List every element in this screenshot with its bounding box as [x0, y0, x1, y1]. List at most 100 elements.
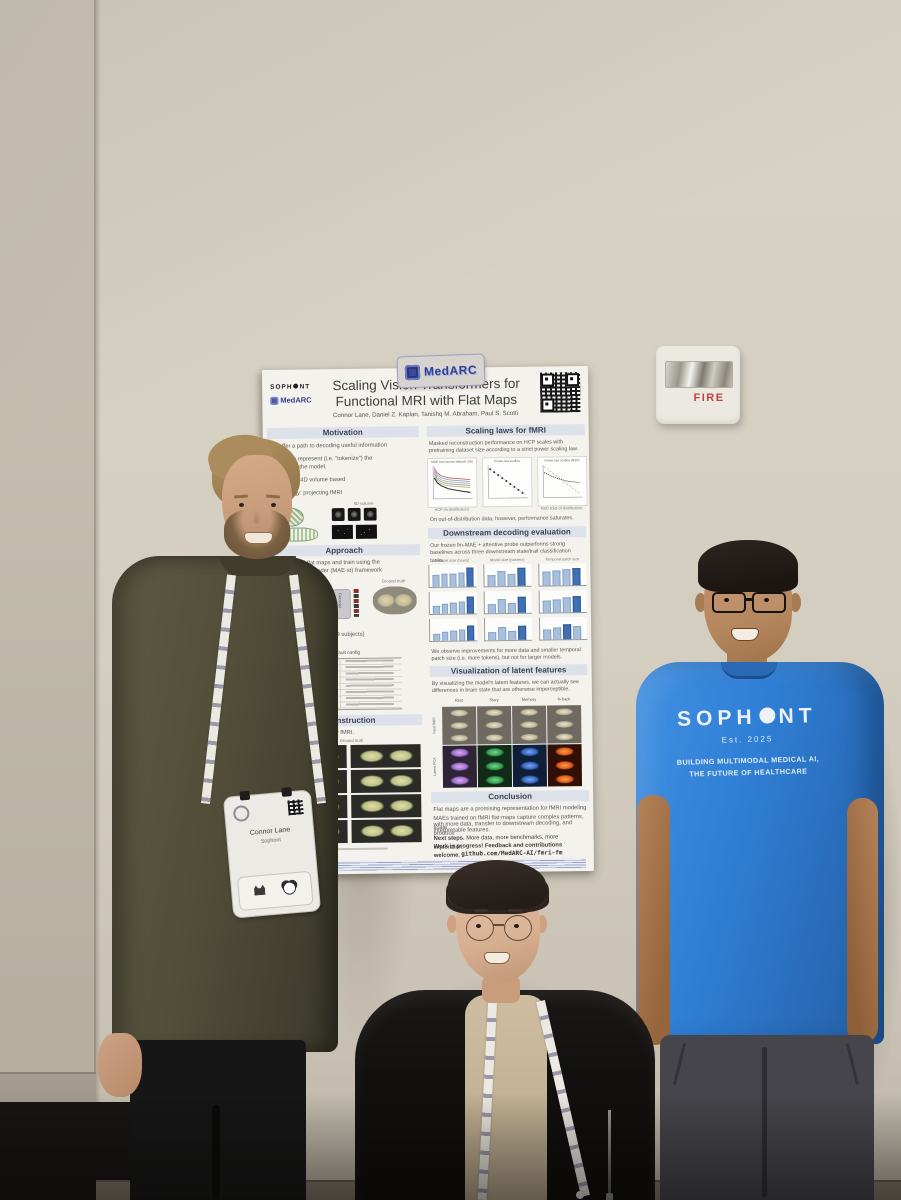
person-middle-smile	[484, 952, 510, 964]
medarc-sticker-brain-icon	[404, 364, 421, 380]
slice-thumb	[355, 524, 377, 539]
scaling-chart3-plot	[542, 464, 583, 498]
bar	[552, 599, 561, 613]
scaling-chart-power-law: Power law scaling	[482, 456, 533, 508]
glasses-bridge	[493, 924, 504, 926]
flatmap-recon-cell	[351, 819, 422, 843]
bar-chart	[428, 564, 477, 588]
glasses-lens-left	[712, 592, 746, 613]
bar	[441, 631, 449, 641]
bar	[507, 602, 516, 614]
person-right-shirt-print: SOPH NT Est. 2025 BUILDING MULTIMODAL MED…	[649, 703, 846, 779]
downstream-group1-label: Dataset size (hours)	[435, 558, 470, 563]
shirt-brand-suffix: NT	[778, 704, 817, 729]
person-right-forearm-right	[847, 798, 878, 1043]
latent-grid-corner	[432, 698, 441, 706]
downstream-bar-grid	[428, 563, 588, 642]
bar-chart	[428, 618, 478, 642]
latent-cell-pca-story	[477, 744, 513, 788]
bar	[432, 605, 440, 614]
config-table-col2-text	[345, 659, 395, 709]
scaling-caption-right: NSD (Out-of-distribution)	[540, 506, 583, 511]
bar	[542, 571, 551, 586]
glasses-lens-right	[504, 915, 532, 941]
downstream-group3-label: Temporal patch size	[545, 557, 580, 562]
bar-chart	[538, 563, 587, 587]
bar	[572, 596, 581, 613]
shirt-est-line: Est. 2025	[721, 734, 774, 745]
latent-cell-pca-rest	[442, 745, 478, 788]
qr-finder-bl	[541, 398, 555, 412]
pants-pocket-line	[672, 1043, 687, 1085]
poster-medarc-label: MedARC	[280, 395, 312, 405]
bar	[466, 567, 474, 587]
flatmap-recon-cell	[351, 794, 422, 818]
scaling-chart3-title: Power law scaling (NSD)	[544, 458, 580, 463]
scaling-chart2-plot	[487, 465, 528, 499]
bar	[552, 570, 561, 586]
person-right-tshirt-collar	[721, 662, 777, 679]
bar	[518, 625, 527, 640]
bar	[449, 602, 457, 614]
qr-finder-dot	[545, 402, 549, 406]
person-right-eye-right	[764, 598, 769, 602]
bar	[517, 567, 526, 586]
conclusion-next-steps-bold: Next steps.	[433, 835, 465, 842]
latent-row-label-input-fmri: Input fMRI	[432, 717, 437, 735]
latent-cell-input	[442, 706, 477, 745]
person-middle-eye-left	[476, 924, 481, 928]
latent-feature-grid: Rest Story Memory N-back Input fMRI Late…	[431, 696, 583, 788]
bar-chart	[538, 617, 588, 641]
bar	[467, 596, 474, 614]
latent-col-label-rest: Rest	[454, 697, 464, 703]
volume-thumb	[363, 507, 377, 521]
glasses-lens-left	[466, 915, 494, 941]
section-conclusion-header: Conclusion	[431, 790, 590, 803]
downstream-line4: patch size (i.e. more tokens), but not f…	[431, 654, 563, 662]
section-downstream-header: Downstream decoding evaluation	[427, 526, 586, 539]
latent-line2: differences in brain state that are othe…	[431, 686, 570, 694]
section-scaling-header: Scaling laws for fMRI	[426, 424, 585, 438]
scaling-chart-power-law-nsd: Power law scaling (NSD)	[537, 456, 588, 507]
person-middle-jacket-zipper	[608, 1110, 611, 1198]
bar	[507, 573, 516, 587]
person-middle-eyebrow-right	[508, 909, 522, 912]
badge-logo-icon	[232, 804, 251, 823]
bar	[542, 600, 551, 613]
person-middle-shirt	[465, 995, 547, 1200]
bar	[458, 572, 465, 587]
latent-cell-input	[477, 705, 512, 745]
bar	[572, 568, 581, 586]
bar	[458, 629, 466, 641]
scaling-caption-left: HCP (in-distribution)	[434, 507, 469, 512]
bar-chart	[428, 591, 477, 615]
latent-cell-input	[547, 705, 582, 744]
latent-cell-pca-nback	[547, 744, 583, 787]
bar	[441, 603, 449, 614]
person-right-glasses	[710, 590, 786, 614]
pants-crease	[762, 1047, 767, 1197]
poster-sophont-prefix: SOPH	[270, 383, 293, 391]
bar	[458, 601, 466, 614]
medarc-brain-icon	[270, 396, 279, 405]
section-latent-header: Visualization of latent features	[429, 664, 588, 677]
qr-finder-tl	[540, 373, 555, 387]
fire-alarm-strobe	[665, 361, 733, 388]
person-right-pants	[660, 1035, 874, 1200]
shirt-brand-line: SOPH NT	[649, 703, 845, 732]
bar	[487, 575, 496, 587]
pants-pocket-line	[845, 1043, 860, 1085]
medarc-sticker: MedARC	[396, 353, 486, 389]
poster-medarc-logo: MedARC	[270, 395, 312, 405]
bar	[450, 630, 458, 641]
latent-row-label-latent-pca: Latent PCA	[432, 757, 437, 777]
person-left-eye-left	[239, 503, 244, 507]
qr-finder-dot	[545, 377, 549, 381]
person-middle-hair	[448, 860, 546, 910]
bar	[562, 569, 571, 586]
poster-authors: Connor Lane, Daniel Z. Kaplan, Tanishq M…	[332, 409, 519, 420]
sophont-o-dot-icon	[293, 383, 299, 389]
fire-alarm: FIRE	[656, 346, 740, 424]
badge-panda-icon	[282, 881, 297, 896]
person-left-hand	[98, 1033, 142, 1097]
